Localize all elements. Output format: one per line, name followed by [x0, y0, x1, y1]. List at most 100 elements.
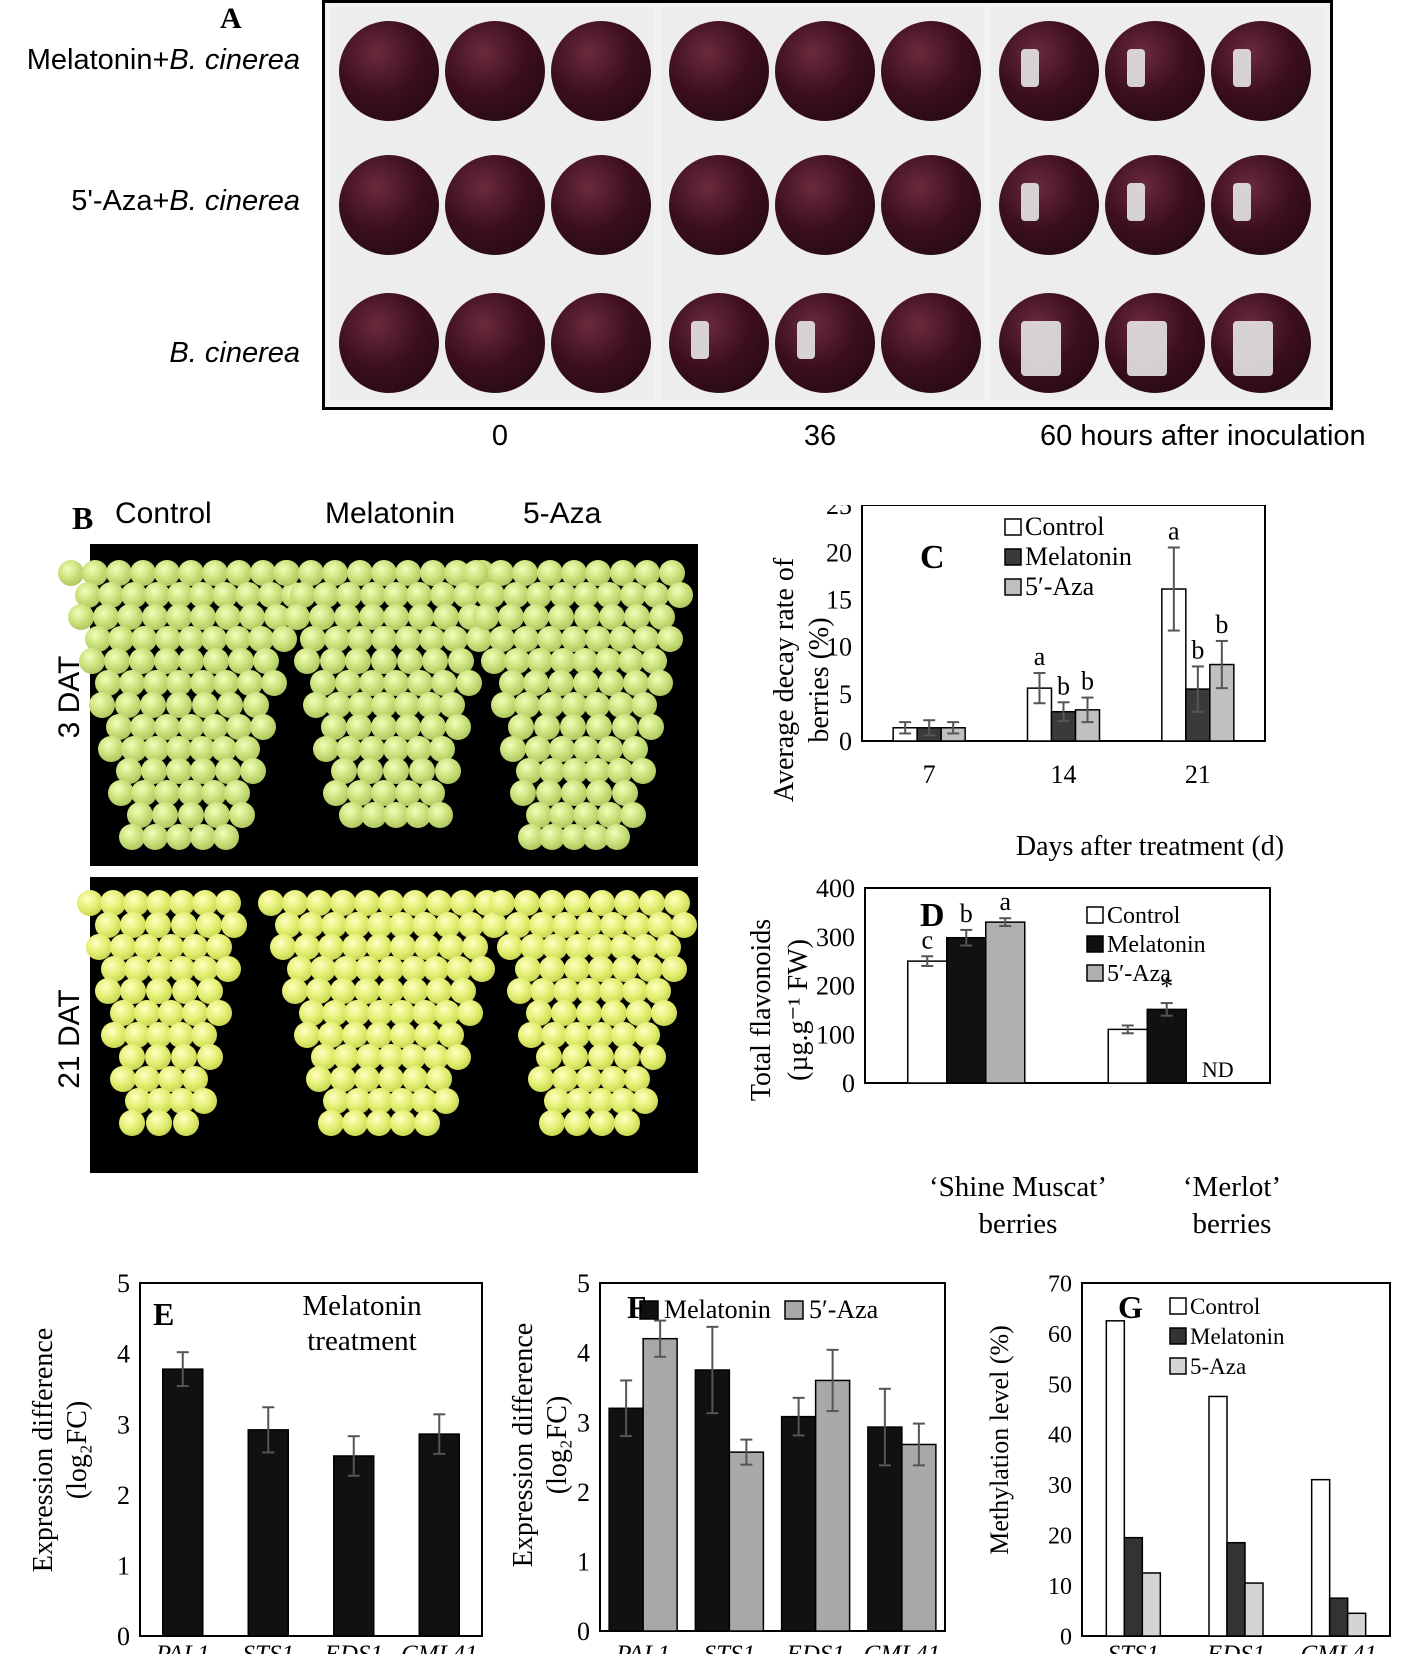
- significance-label: a: [1034, 642, 1046, 671]
- grape-photo: [596, 802, 623, 828]
- berry-photo: [445, 21, 545, 121]
- y-tick-label: 1: [117, 1552, 130, 1581]
- grape-photo: [354, 1066, 380, 1092]
- grape-photo: [383, 604, 410, 630]
- grape-photo: [197, 978, 224, 1004]
- y-tick-label: 4: [577, 1339, 590, 1368]
- grape-photo: [632, 934, 659, 960]
- grape-photo: [158, 1066, 184, 1092]
- grape-photo: [448, 648, 474, 674]
- category-label: CML41: [1300, 1641, 1376, 1654]
- bar-5′-Aza: [814, 1379, 851, 1632]
- grape-photo: [507, 978, 534, 1004]
- berry-photo: [999, 155, 1099, 255]
- grape-photo: [445, 714, 472, 740]
- grape-photo: [200, 780, 227, 806]
- grape-photo: [330, 978, 356, 1004]
- category-label: STS1: [704, 1641, 755, 1654]
- grape-photo: [158, 934, 184, 960]
- grape-photo: [312, 736, 339, 762]
- bar-Control: [1208, 1395, 1228, 1637]
- grape-photo: [404, 802, 431, 828]
- grape-photo: [562, 1044, 588, 1070]
- y-tick-label: 10: [1048, 1574, 1072, 1600]
- grape-photo: [517, 1022, 544, 1048]
- grape-photo: [366, 1000, 393, 1026]
- grape-photo: [128, 648, 155, 674]
- grape-photo: [86, 934, 112, 960]
- y-tick-label: 0: [577, 1617, 590, 1646]
- grape-photo: [247, 626, 274, 652]
- panel-a-time-36: 36: [803, 420, 837, 452]
- grape-photo: [211, 736, 238, 762]
- grape-photo: [367, 1088, 393, 1114]
- panel-a-row-label-1-pathogen: B. cinerea: [169, 44, 300, 76]
- grape-photo: [120, 736, 147, 762]
- grape-photo: [346, 560, 373, 586]
- grape-photo: [289, 582, 316, 608]
- grape-photo: [108, 626, 135, 652]
- grape-photo: [182, 1000, 208, 1026]
- grape-photo: [154, 626, 181, 652]
- grape-photo: [433, 604, 460, 630]
- grape-photo: [214, 956, 241, 982]
- grape-photo: [412, 912, 439, 938]
- plot-frame: [139, 1282, 483, 1637]
- category-label: 21: [1185, 760, 1211, 789]
- grape-photo: [596, 582, 623, 608]
- panel-a-row-label-2-prefix: 5'-Aza+: [71, 185, 170, 217]
- grape-photo: [512, 560, 539, 586]
- grape-photo: [100, 890, 127, 916]
- grape-photo: [609, 626, 635, 652]
- grape-photo: [189, 824, 216, 850]
- grape-photo: [536, 1044, 562, 1070]
- berry-photo: [1211, 21, 1311, 121]
- grape-photo: [637, 714, 664, 740]
- grape-photo: [84, 626, 111, 652]
- grape-photo: [426, 1066, 452, 1092]
- grape-photo: [561, 780, 587, 806]
- grape-photo: [537, 692, 564, 718]
- legend-label: 5′-Aza: [1107, 961, 1171, 987]
- grape-photo: [599, 912, 626, 938]
- grape-photo: [325, 692, 352, 718]
- grape-photo: [431, 670, 458, 696]
- category-label: PAL1: [615, 1641, 670, 1654]
- grape-photo: [466, 626, 493, 652]
- bar-Melatonin: [946, 936, 987, 1084]
- grape-photo: [188, 736, 215, 762]
- grape-photo: [563, 1110, 590, 1136]
- grape-photo: [552, 1066, 578, 1092]
- panel-a-photo: [322, 0, 1333, 410]
- grape-photo: [400, 956, 427, 982]
- legend-label: 5′-Aza: [1025, 572, 1095, 601]
- grape-photo: [166, 670, 193, 696]
- panel-a-row-label-1: Melatonin+B. cinerea: [0, 44, 300, 77]
- grape-photo: [92, 604, 119, 630]
- grape-photo: [516, 758, 543, 784]
- grape-photo: [178, 560, 204, 586]
- y-tick-label: 4: [117, 1340, 130, 1369]
- grape-photo: [131, 780, 158, 806]
- grape-photo: [294, 934, 320, 960]
- grape-photo: [463, 560, 490, 586]
- grape-photo: [378, 978, 404, 1004]
- y-tick-label: 25: [826, 505, 852, 520]
- grape-photo: [638, 890, 665, 916]
- grape-photo: [429, 582, 456, 608]
- legend-swatch: [1004, 518, 1022, 536]
- grape-photo: [503, 648, 530, 674]
- bar-value: [418, 1433, 460, 1637]
- grape-photo: [613, 1110, 640, 1136]
- chart-d-cat-2-line-1: ‘Merlot’: [1183, 1171, 1281, 1203]
- grape-photo: [538, 758, 565, 784]
- grape-photo: [358, 670, 385, 696]
- grape-photo: [549, 802, 576, 828]
- panel-b-col-control: Control: [115, 497, 212, 530]
- grape-photo: [118, 824, 145, 850]
- legend-swatch: [784, 1300, 804, 1320]
- grape-photo: [273, 560, 300, 586]
- grape-photo: [134, 1000, 160, 1026]
- y-tick-label: 0: [839, 727, 852, 756]
- grape-photo: [250, 560, 276, 586]
